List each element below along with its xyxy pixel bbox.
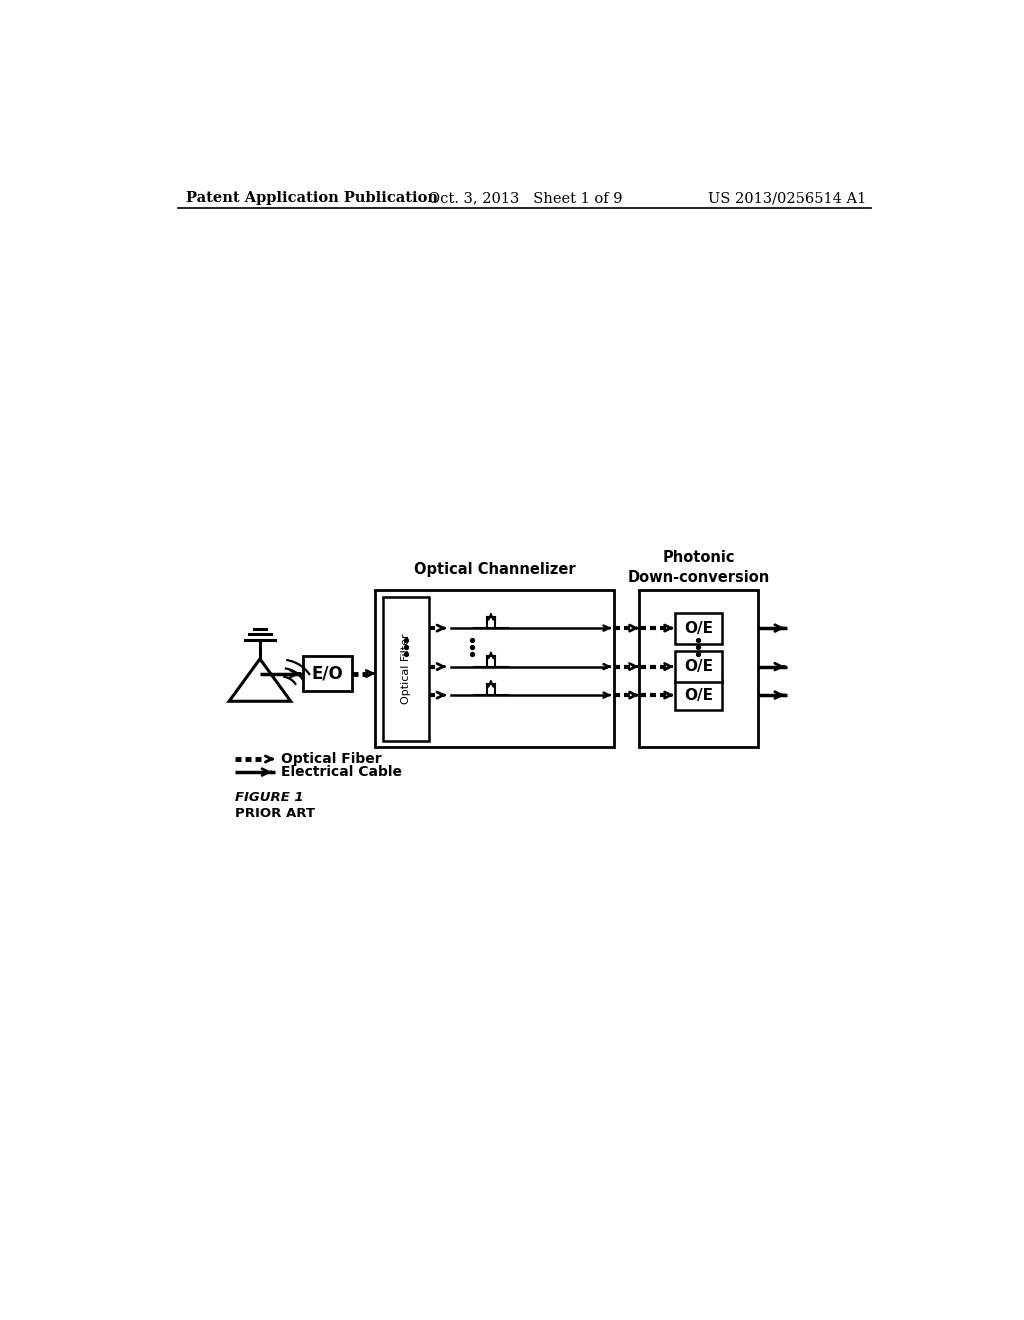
Text: PRIOR ART: PRIOR ART — [234, 807, 314, 820]
Bar — [376, 590, 614, 747]
Bar — [676, 612, 722, 644]
Text: Oct. 3, 2013   Sheet 1 of 9: Oct. 3, 2013 Sheet 1 of 9 — [428, 191, 622, 206]
Bar — [383, 597, 429, 742]
Text: O/E: O/E — [684, 688, 713, 702]
Text: US 2013/0256514 A1: US 2013/0256514 A1 — [708, 191, 866, 206]
Bar — [676, 680, 722, 710]
Text: Patent Application Publication: Patent Application Publication — [186, 191, 438, 206]
Text: Optical Channelizer: Optical Channelizer — [414, 562, 575, 577]
Text: FIGURE 1: FIGURE 1 — [234, 792, 303, 804]
Polygon shape — [229, 659, 291, 701]
Bar — [303, 656, 352, 692]
Text: Electrical Cable: Electrical Cable — [281, 766, 401, 779]
Text: O/E: O/E — [684, 620, 713, 636]
Bar — [639, 590, 758, 747]
Text: Optical Fiber: Optical Fiber — [281, 752, 381, 766]
Text: E/O: E/O — [311, 664, 344, 682]
Text: Photonic
Down-conversion: Photonic Down-conversion — [628, 550, 770, 585]
Text: Optical Filter: Optical Filter — [401, 634, 412, 705]
Text: O/E: O/E — [684, 659, 713, 675]
Bar — [676, 651, 722, 682]
